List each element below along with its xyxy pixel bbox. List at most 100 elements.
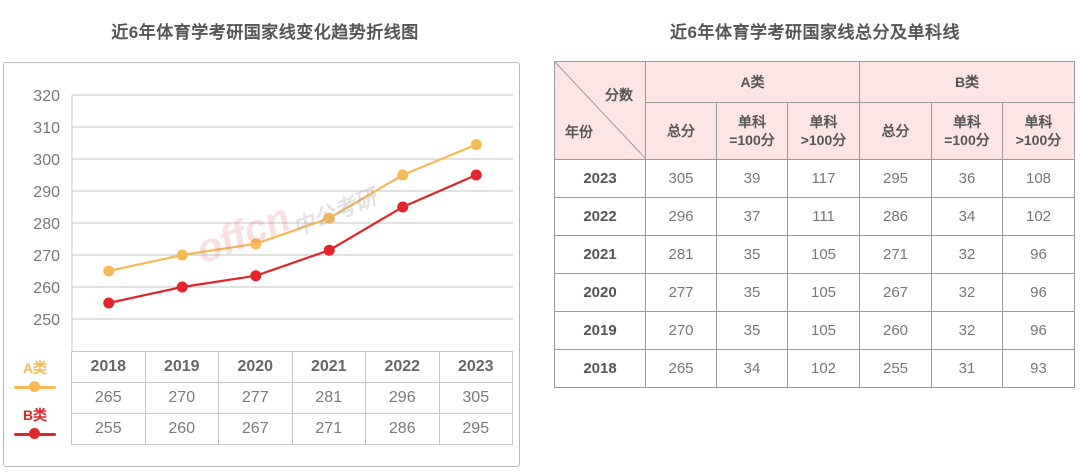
score-cell: 37 <box>716 197 788 236</box>
score-cell: 96 <box>1002 273 1075 312</box>
score-cell: 34 <box>716 349 788 388</box>
score-cell: 108 <box>1002 159 1075 198</box>
year-cell: 2018 <box>71 351 146 383</box>
year-cell: 2021 <box>291 351 366 383</box>
value-cell: 255 <box>71 413 146 445</box>
data-point-marker <box>176 281 188 293</box>
corner-label-year: 年份 <box>565 124 593 140</box>
sub-header-cell: 单科 >100分 <box>787 102 860 160</box>
score-cell: 96 <box>1002 235 1075 274</box>
chart-table-year-row: 2018 2019 2020 2021 2022 2023 <box>71 351 513 383</box>
value-cell: 277 <box>218 382 293 414</box>
sub-header-cell: 总分 <box>645 102 717 160</box>
data-point-marker <box>470 169 482 181</box>
score-cell: 286 <box>859 197 932 236</box>
data-point-marker <box>470 139 482 151</box>
y-tick-label: 270 <box>33 248 60 265</box>
y-tick-label: 250 <box>33 312 60 329</box>
group-header-b: B类 <box>859 61 1075 103</box>
year-cell: 2020 <box>218 351 293 383</box>
score-cell: 35 <box>716 273 788 312</box>
year-cell: 2023 <box>554 159 646 198</box>
table-row: 2018 265 34 102 255 31 93 <box>554 349 1075 388</box>
sub-header-cell: 单科 =100分 <box>716 102 788 160</box>
score-cell: 31 <box>931 349 1003 388</box>
data-point-marker <box>250 238 262 250</box>
score-cell: 39 <box>716 159 788 198</box>
corner-header-cell: 分数 年份 <box>554 61 646 160</box>
chart-table-row-b: 255 260 267 271 286 295 <box>71 413 513 445</box>
score-cell: 296 <box>645 197 717 236</box>
sub-header-cell: 单科 =100分 <box>931 102 1003 160</box>
data-point-marker <box>323 212 335 224</box>
score-cell: 102 <box>1002 197 1075 236</box>
value-cell: 286 <box>365 413 440 445</box>
data-point-marker <box>103 265 115 277</box>
score-cell: 277 <box>645 273 717 312</box>
score-cell: 260 <box>859 311 932 350</box>
line-chart-title: 近6年体育学考研国家线变化趋势折线图 <box>111 23 419 42</box>
score-cell: 93 <box>1002 349 1075 388</box>
score-cell: 36 <box>931 159 1003 198</box>
legend-series-b: B类 <box>14 405 56 439</box>
value-cell: 281 <box>291 382 366 414</box>
score-cell: 102 <box>787 349 860 388</box>
score-cell: 105 <box>787 273 860 312</box>
data-point-marker <box>103 297 115 309</box>
score-cell: 32 <box>931 311 1003 350</box>
score-cell: 305 <box>645 159 717 198</box>
table-row: 2022 296 37 111 286 34 102 <box>554 197 1075 236</box>
score-cell: 295 <box>859 159 932 198</box>
score-cell: 267 <box>859 273 932 312</box>
table-row: 2019 270 35 105 260 32 96 <box>554 311 1075 350</box>
data-point-marker <box>397 201 409 213</box>
legend-line-marker-icon <box>14 381 56 392</box>
data-point-marker <box>250 270 262 282</box>
score-cell: 270 <box>645 311 717 350</box>
table-row: 2020 277 35 105 267 32 96 <box>554 273 1075 312</box>
data-point-marker <box>323 244 335 256</box>
sub-header-row: 总分 单科 =100分 单科 >100分 总分 单科 =100分 单科 >100分 <box>555 102 1075 160</box>
data-point-marker <box>397 169 409 181</box>
chart-data-table: 2018 2019 2020 2021 2022 2023 265 270 27… <box>71 351 513 445</box>
score-table-title: 近6年体育学考研国家线总分及单科线 <box>670 23 960 42</box>
table-row: 2021 281 35 105 271 32 96 <box>554 235 1075 274</box>
score-line-table: 分数 年份 A类 B类 总分 单科 =100分 单科 >100分 总分 单科 =100… <box>554 61 1075 388</box>
score-cell: 105 <box>787 311 860 350</box>
y-tick-label: 280 <box>33 216 60 233</box>
score-cell: 35 <box>716 235 788 274</box>
y-tick-label: 290 <box>33 184 60 201</box>
score-cell: 281 <box>645 235 717 274</box>
score-cell: 105 <box>787 235 860 274</box>
value-cell: 267 <box>218 413 293 445</box>
corner-label-score: 分数 <box>605 87 633 103</box>
value-cell: 296 <box>365 382 440 414</box>
legend-series-a: A类 <box>14 358 56 392</box>
group-header-a: A类 <box>645 61 860 103</box>
score-cell: 96 <box>1002 311 1075 350</box>
data-point-marker <box>176 249 188 261</box>
score-cell: 35 <box>716 311 788 350</box>
value-cell: 270 <box>144 382 219 414</box>
legend-label-b: B类 <box>22 407 48 423</box>
diagonal-divider-icon <box>555 62 645 159</box>
y-tick-label: 310 <box>33 120 60 137</box>
value-cell: 295 <box>438 413 513 445</box>
legend-line-marker-icon <box>14 428 56 439</box>
y-tick-label: 300 <box>33 152 60 169</box>
value-cell: 305 <box>438 382 513 414</box>
legend-label-a: A类 <box>22 360 48 376</box>
score-cell: 34 <box>931 197 1003 236</box>
y-tick-label: 320 <box>33 88 60 105</box>
sub-header-cell: 单科 >100分 <box>1002 102 1075 160</box>
y-tick-label: 260 <box>33 280 60 297</box>
value-cell: 271 <box>291 413 366 445</box>
year-cell: 2019 <box>554 311 646 350</box>
year-cell: 2022 <box>365 351 440 383</box>
year-cell: 2021 <box>554 235 646 274</box>
series-line-a <box>108 143 477 273</box>
score-cell: 271 <box>859 235 932 274</box>
value-cell: 260 <box>144 413 219 445</box>
score-cell: 111 <box>787 197 860 236</box>
year-cell: 2020 <box>554 273 646 312</box>
